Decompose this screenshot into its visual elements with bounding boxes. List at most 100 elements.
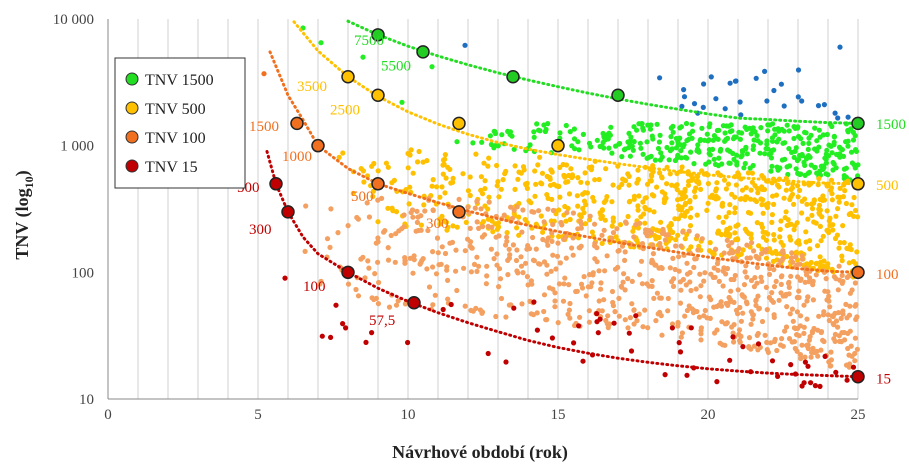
- data-point: [561, 281, 567, 287]
- data-point: [686, 303, 692, 309]
- data-point: [821, 338, 827, 345]
- data-point: [556, 183, 562, 189]
- data-point: [772, 132, 778, 138]
- data-point: [520, 270, 526, 276]
- data-point: [586, 164, 592, 171]
- data-point: [708, 74, 714, 80]
- data-point: [526, 246, 533, 252]
- data-point: [468, 269, 474, 275]
- data-point: [775, 373, 781, 379]
- data-point: [601, 145, 607, 151]
- data-point: [774, 251, 780, 257]
- data-point: [536, 261, 542, 267]
- data-point: [763, 255, 770, 261]
- data-point: [629, 301, 635, 307]
- data-point: [780, 140, 786, 146]
- data-point: [630, 147, 636, 153]
- data-point: [852, 133, 858, 139]
- data-point: [777, 234, 783, 240]
- data-point: [849, 202, 855, 208]
- data-point: [644, 233, 650, 239]
- data-point: [740, 310, 746, 316]
- data-point: [609, 288, 616, 295]
- data-point: [637, 140, 644, 146]
- data-point: [778, 81, 785, 87]
- data-point: [740, 247, 746, 253]
- data-point: [410, 170, 416, 176]
- data-point: [605, 313, 611, 319]
- data-point: [622, 257, 628, 263]
- data-point: [567, 300, 573, 307]
- data-point: [651, 209, 657, 215]
- curve-marker: [371, 88, 385, 103]
- data-point: [572, 146, 578, 152]
- data-point: [467, 192, 473, 199]
- data-point: [554, 253, 561, 259]
- data-point: [663, 232, 669, 238]
- data-point: [802, 172, 808, 178]
- data-point: [763, 284, 770, 290]
- data-point: [731, 339, 737, 345]
- data-point: [441, 161, 447, 167]
- data-point: [657, 157, 664, 163]
- data-point: [732, 194, 738, 200]
- data-point: [588, 284, 594, 290]
- data-point: [415, 227, 422, 234]
- data-point: [633, 222, 639, 228]
- data-point: [789, 185, 796, 191]
- data-point: [854, 249, 860, 255]
- data-point: [653, 236, 659, 242]
- data-point: [850, 258, 857, 265]
- data-point: [584, 190, 591, 196]
- data-point: [536, 208, 542, 214]
- data-point: [662, 191, 668, 197]
- data-point: [465, 204, 471, 210]
- data-point: [603, 317, 609, 324]
- data-point: [727, 357, 733, 363]
- data-point: [726, 210, 732, 216]
- data-point: [375, 259, 381, 265]
- data-point: [727, 202, 733, 208]
- data-point: [673, 237, 679, 243]
- data-point: [829, 191, 835, 197]
- data-point: [744, 151, 750, 157]
- data-point: [712, 161, 719, 167]
- data-point: [541, 292, 548, 298]
- data-point: [409, 207, 416, 213]
- data-point: [635, 203, 641, 209]
- data-point: [610, 230, 617, 236]
- data-point: [698, 186, 704, 192]
- data-point: [454, 224, 460, 230]
- data-point: [261, 71, 267, 77]
- data-point: [824, 147, 830, 153]
- data-point: [494, 251, 500, 257]
- data-point: [742, 160, 748, 167]
- data-point: [640, 324, 646, 330]
- data-point: [759, 278, 765, 284]
- data-point: [503, 314, 509, 320]
- data-point: [843, 362, 850, 368]
- annotation-label: 1500: [249, 119, 279, 135]
- data-point: [659, 175, 665, 181]
- data-point: [508, 204, 514, 210]
- data-point: [776, 297, 782, 303]
- curve-marker: [281, 205, 295, 219]
- data-point: [678, 207, 684, 213]
- data-point: [679, 330, 686, 336]
- legend-marker: [125, 101, 139, 115]
- data-point: [430, 264, 436, 270]
- data-point: [652, 157, 659, 163]
- data-point: [820, 197, 826, 203]
- y-tick-label: 10 000: [53, 12, 94, 28]
- data-point: [360, 54, 366, 60]
- data-point: [791, 135, 797, 142]
- data-point: [758, 274, 764, 280]
- data-point: [476, 225, 482, 231]
- data-point: [730, 330, 736, 336]
- data-point: [840, 153, 847, 159]
- data-point: [748, 321, 754, 327]
- data-point: [430, 249, 436, 255]
- data-point: [682, 186, 688, 192]
- data-point: [835, 115, 841, 121]
- data-point: [493, 313, 499, 320]
